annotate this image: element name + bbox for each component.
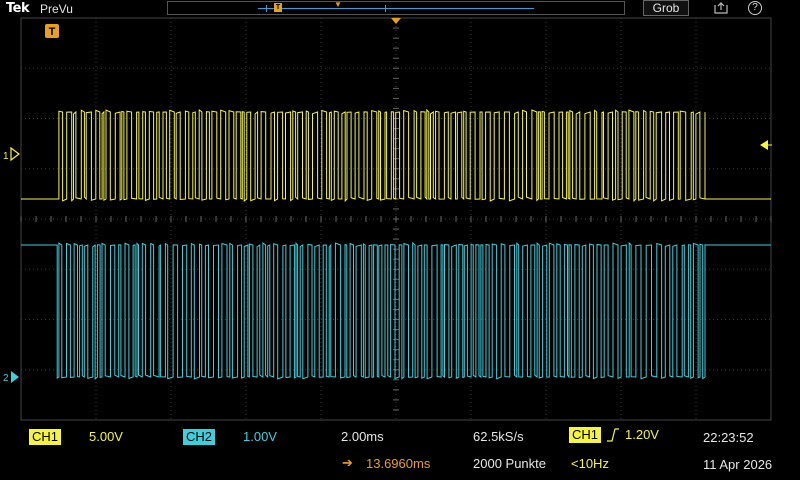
help-icon[interactable]: ?: [748, 1, 762, 15]
record-overview-bar[interactable]: T ▼: [167, 0, 625, 15]
trigger-level-marker-icon[interactable]: [760, 140, 772, 150]
acquisition-mode-label: PreVu: [40, 2, 73, 16]
ch1-ground-marker-icon[interactable]: 1: [3, 146, 20, 162]
overview-trigger-icon: T: [274, 3, 282, 12]
ch2-scale[interactable]: 1.00V: [243, 429, 277, 444]
ch2-waveform: [21, 241, 771, 380]
top-bar: Tek PreVu T ▼ Grob ?: [0, 0, 800, 18]
horizontal-position[interactable]: 13.6960ms: [366, 456, 431, 471]
ch1-label-badge[interactable]: CH1: [29, 429, 62, 445]
clock-time: 22:23:52: [703, 430, 754, 445]
record-length[interactable]: 2000 Punkte: [473, 456, 547, 471]
ch2-label-badge[interactable]: CH2: [183, 429, 216, 445]
ch1-marker-number: 1: [3, 151, 9, 162]
brand-logo: Tek: [6, 1, 30, 16]
rising-edge-icon: [607, 428, 619, 442]
trigger-badge-icon: T: [45, 24, 59, 38]
waveform-display[interactable]: T 1 2: [0, 0, 800, 422]
ch2-ground-marker-icon[interactable]: 2: [3, 371, 19, 384]
trigger-badge-text: T: [49, 26, 56, 38]
overview-zoom-window[interactable]: [266, 5, 386, 12]
status-bar: CH1 5.00V CH2 1.00V 2.00ms ➔ 13.6960ms 6…: [0, 422, 800, 480]
horizontal-position-arrow-icon: ➔: [342, 455, 353, 470]
clock-date: 11 Apr 2026: [703, 457, 773, 472]
zoom-button[interactable]: Grob: [643, 0, 689, 16]
trigger-position-marker-icon[interactable]: [391, 18, 401, 24]
trigger-source-badge[interactable]: CH1: [569, 427, 602, 443]
trigger-frequency: <10Hz: [571, 456, 609, 471]
time-per-div[interactable]: 2.00ms: [341, 429, 384, 444]
ch1-scale[interactable]: 5.00V: [89, 429, 123, 444]
sample-rate: 62.5kS/s: [473, 429, 524, 444]
ch2-marker-number: 2: [3, 373, 9, 384]
ch1-waveform: [21, 108, 771, 203]
overview-position-marker-icon: ▼: [334, 0, 342, 9]
trigger-level[interactable]: 1.20V: [625, 427, 659, 442]
export-icon[interactable]: [714, 2, 728, 14]
overview-record-line: [258, 8, 534, 9]
